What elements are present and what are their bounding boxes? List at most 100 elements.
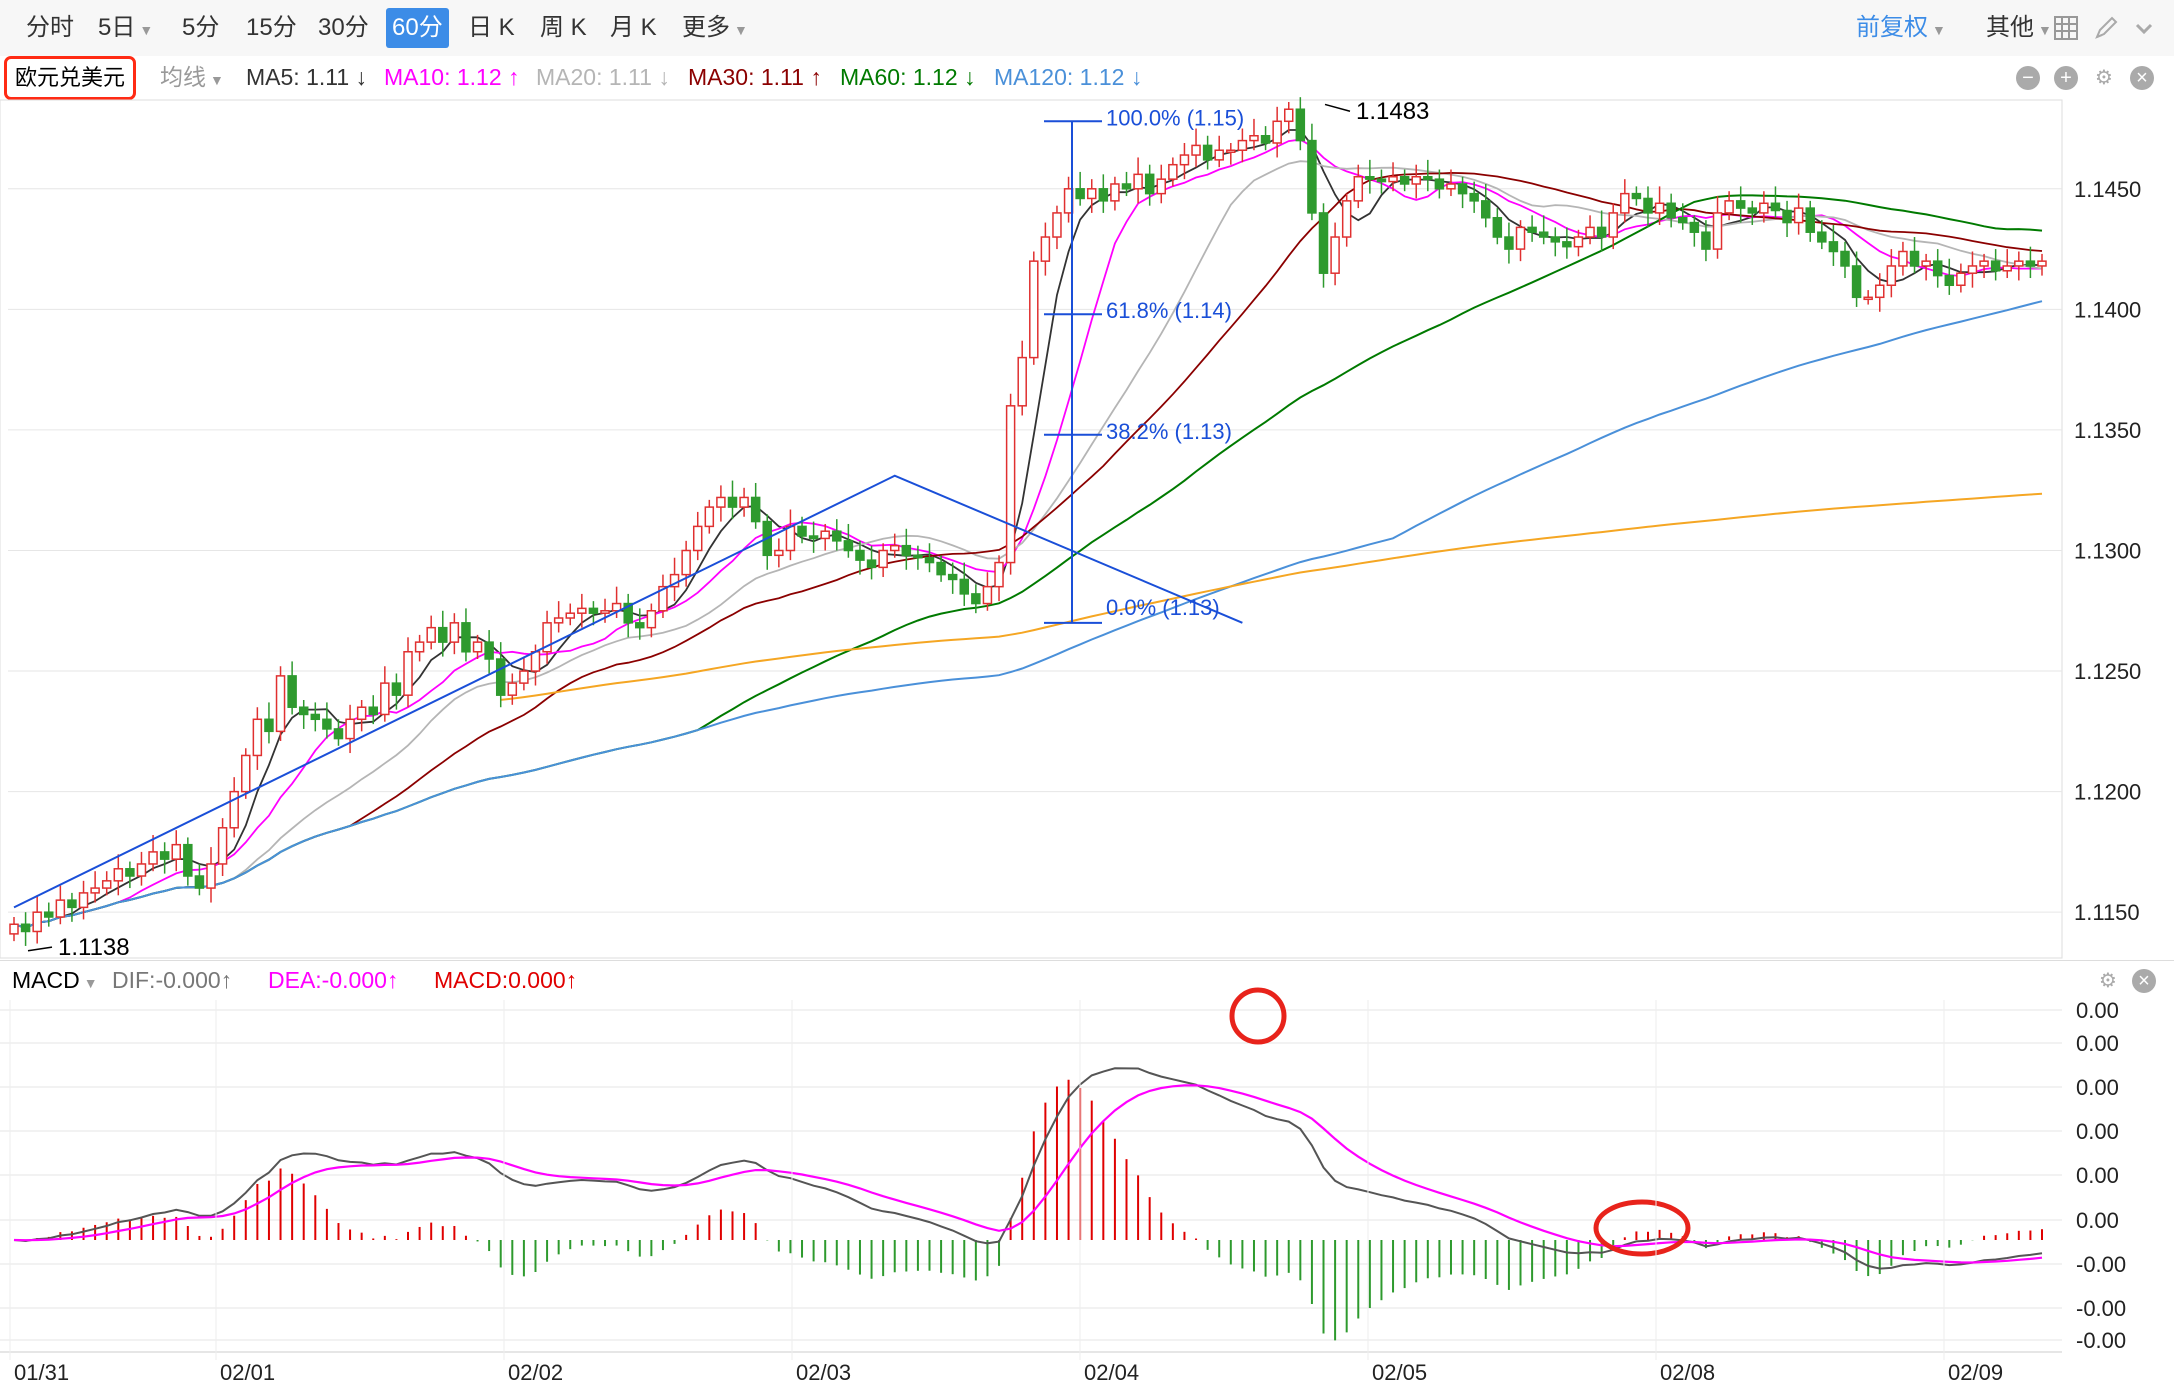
- other-dropdown[interactable]: 其他 ▼: [1986, 8, 2052, 48]
- candle-body: [1376, 178, 1387, 183]
- candle-body: [1017, 356, 1027, 407]
- candle-body: [832, 530, 842, 542]
- ma60-arrow: ↓: [964, 64, 976, 90]
- candle-body: [1724, 200, 1734, 214]
- candle-body: [44, 911, 54, 918]
- candle-body: [1689, 221, 1700, 233]
- candle-body: [1979, 260, 1989, 267]
- candle-body: [449, 622, 460, 643]
- ma120-value: MA120: 1.12: [994, 64, 1125, 90]
- tab-5day[interactable]: 5日 ▼: [92, 8, 159, 48]
- candle-body: [1631, 192, 1642, 200]
- candle-body: [913, 554, 923, 559]
- tab-more[interactable]: 更多 ▼: [676, 8, 754, 48]
- highlight-circle: [1229, 987, 1287, 1045]
- x-tick-label: 02/08: [1660, 1360, 1715, 1385]
- minus-icon[interactable]: −: [2016, 66, 2040, 90]
- candle-body: [1909, 250, 1920, 267]
- candle-body: [750, 496, 761, 523]
- fib-level-label: 61.8% (1.14): [1106, 298, 1232, 323]
- adjust-dropdown[interactable]: 前复权 ▼: [1856, 8, 1946, 48]
- candle-body: [1550, 236, 1561, 243]
- candle-body: [577, 607, 587, 614]
- macd-value: MACD:0.000↑: [434, 967, 578, 993]
- fib-level-label: 0.0% (1.13): [1106, 595, 1220, 620]
- candle-body: [217, 827, 228, 865]
- candle-body: [380, 682, 390, 716]
- candle-body: [90, 887, 100, 894]
- tab-5min[interactable]: 5分: [182, 14, 220, 41]
- candle-body: [438, 626, 448, 643]
- candle-body: [1029, 260, 1039, 359]
- candle-body: [414, 641, 425, 653]
- ma120-arrow: ↓: [1130, 64, 1143, 90]
- close-icon[interactable]: ×: [2130, 66, 2154, 90]
- gear-icon[interactable]: ⚙: [2092, 66, 2116, 90]
- ma20-arrow: ↓: [658, 64, 670, 90]
- candle-body: [1747, 207, 1758, 214]
- candle-body: [298, 706, 309, 716]
- macd-dropdown[interactable]: MACD ▼: [12, 963, 98, 997]
- candle-body: [9, 923, 19, 935]
- candle-body: [1434, 178, 1445, 190]
- symbol-name[interactable]: 欧元兑美元: [4, 56, 137, 100]
- candle-body: [982, 585, 993, 605]
- candle-body: [495, 658, 506, 696]
- candle-body: [287, 675, 297, 708]
- candle-body: [403, 651, 413, 696]
- candle-body: [889, 544, 900, 552]
- close-icon[interactable]: ×: [2132, 969, 2156, 993]
- tab-30min[interactable]: 30分: [318, 14, 369, 41]
- candle-body: [1365, 175, 1375, 180]
- candle-body: [1353, 175, 1364, 202]
- macd-name: MACD: [12, 967, 80, 993]
- candle-body: [484, 641, 494, 660]
- candle-body: [716, 496, 726, 508]
- candle-body: [797, 525, 807, 537]
- candle-body: [507, 682, 518, 696]
- ma10-value: MA10: 1.12: [384, 64, 502, 90]
- candle-body: [1040, 236, 1051, 262]
- average-line-dropdown[interactable]: 均线 ▼: [160, 60, 224, 94]
- candle-body: [1527, 226, 1537, 233]
- candle-body: [1793, 207, 1804, 224]
- tab-weekly-k[interactable]: 周 K: [540, 14, 587, 41]
- tab-intraday[interactable]: 分时: [26, 14, 74, 41]
- candle-body: [565, 612, 576, 619]
- candle-body: [1191, 144, 1201, 156]
- candle-body: [1944, 274, 1955, 287]
- candle-body: [264, 718, 274, 733]
- high-annotation-arrow: [1324, 103, 1351, 112]
- time-axis: 01/31 02/01 02/02 02/03 02/04 02/05 02/08 02/09: [0, 1000, 2062, 1385]
- chevron-down-icon[interactable]: [2130, 14, 2158, 42]
- candle-body: [1330, 236, 1340, 274]
- candle-body: [704, 506, 715, 528]
- tab-monthly-k[interactable]: 月 K: [610, 14, 657, 41]
- candle-body: [1272, 120, 1282, 144]
- gear-icon[interactable]: ⚙: [2096, 969, 2120, 993]
- macd-y-tick-label: 0.00: [2076, 998, 2119, 1023]
- tab-60min[interactable]: 60分: [386, 8, 449, 48]
- candle-body: [611, 602, 622, 612]
- y-tick-label: 1.1250: [2074, 659, 2141, 684]
- candle-body: [1921, 260, 1931, 267]
- candle-body: [681, 549, 691, 576]
- candle-body: [1283, 108, 1294, 123]
- tab-15min[interactable]: 15分: [246, 14, 297, 41]
- dif-line: [13, 1067, 2043, 1270]
- grid-layout-icon[interactable]: [2052, 14, 2080, 42]
- macd-y-tick-label: 0.00: [2076, 1031, 2119, 1056]
- candle-body: [1075, 188, 1085, 200]
- chevron-down-icon: ▼: [139, 22, 154, 38]
- candle-body: [1828, 241, 1839, 253]
- candle-body: [855, 549, 865, 561]
- candle-body: [2037, 260, 2047, 267]
- tab-more-label: 更多: [682, 14, 730, 41]
- plus-icon[interactable]: +: [2054, 66, 2078, 90]
- ma10-arrow: ↑: [508, 64, 520, 90]
- candle-body: [1388, 175, 1398, 183]
- tab-daily-k[interactable]: 日 K: [468, 14, 515, 41]
- pen-draw-icon[interactable]: [2092, 14, 2120, 42]
